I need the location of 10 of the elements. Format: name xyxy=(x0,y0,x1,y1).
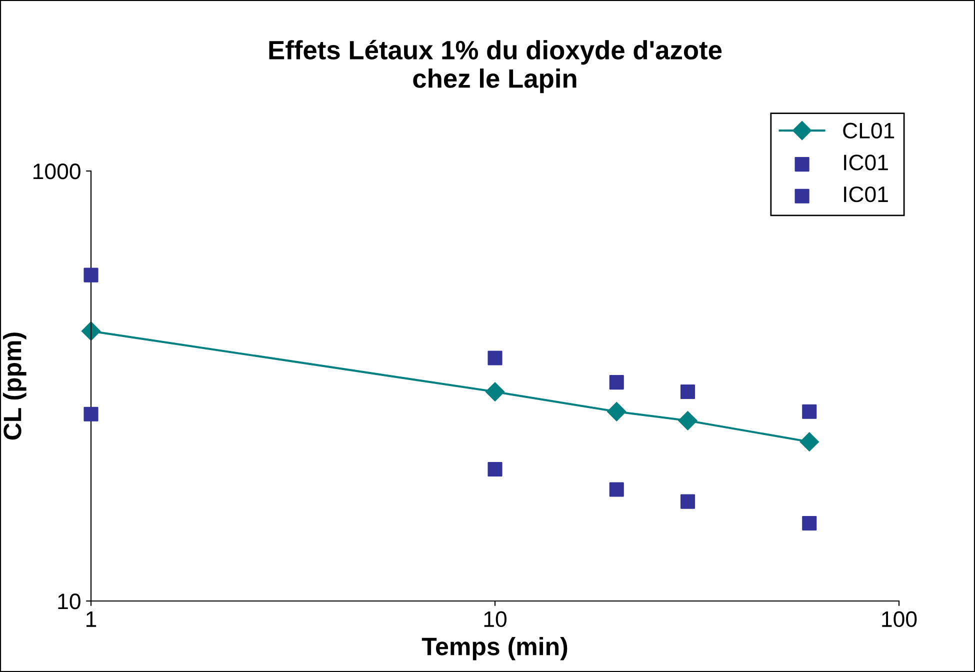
chart-title: Effets Létaux 1% du dioxyde d'azote chez le Lapin xyxy=(269,40,722,94)
legend-label: CL01 xyxy=(843,122,894,139)
y-tick-label: 1000 xyxy=(34,164,80,180)
x-tick-label: 100 xyxy=(882,611,917,628)
legend-label: IC01 xyxy=(844,154,888,170)
legend-label: IC01 xyxy=(844,186,888,202)
x-tick-label: 10 xyxy=(484,611,506,628)
x-tick-label: 1 xyxy=(86,612,96,627)
y-axis-title: CL (ppm) xyxy=(2,332,26,440)
x-axis-title: Temps (min) xyxy=(422,636,568,660)
